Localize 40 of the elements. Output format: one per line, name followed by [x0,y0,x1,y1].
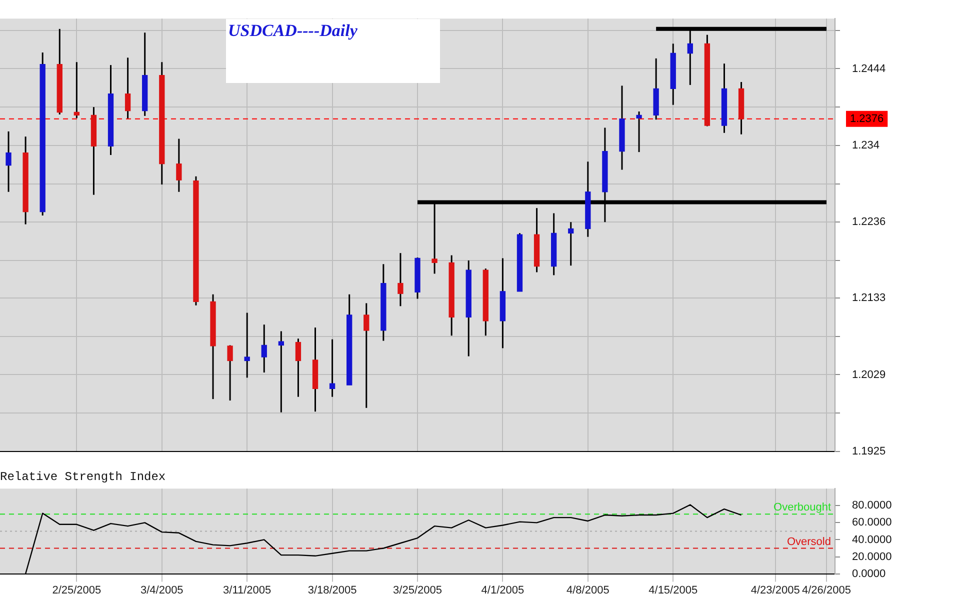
candlestick [364,302,370,409]
candlestick [398,252,404,307]
y-tick-label: 60.0000 [852,516,892,529]
x-tick-label: 3/11/2005 [223,584,272,596]
candlestick [244,312,250,378]
candlestick [124,56,131,120]
candlestick [295,338,302,398]
x-tick-label: 2/25/2005 [52,584,102,596]
candlestick [176,138,182,193]
y-tick-label: 1.2236 [852,216,886,228]
y-tick-label: 1.2444 [852,62,886,75]
y-tick-label: 80.0000 [852,500,892,512]
x-tick-label: 3/18/2005 [308,584,357,596]
x-tick-label: 4/26/2005 [802,584,851,596]
candlestick [74,61,80,119]
x-tick-label: 3/25/2005 [393,584,442,596]
y-tick-label: 1.1925 [852,445,886,458]
y-tick-label: 1.2029 [852,368,886,381]
ref-line-label: Overbought [774,502,831,514]
candlestick [568,221,574,266]
y-tick-label: 1.234 [852,139,880,152]
candlestick [329,338,336,398]
y-tick-label: 0.0000 [852,568,886,580]
ref-line-label: 1.2376 [850,112,884,125]
y-tick-label: 1.2133 [852,292,886,304]
candlestick [636,110,642,153]
candlestick [261,324,267,374]
ref-line-label: Oversold [786,536,831,548]
title-panel: USDCAD----Daily [226,19,440,83]
candlestick [227,344,233,402]
x-tick-label: 4/23/2005 [750,584,800,596]
y-tick-label: 40.0000 [852,534,892,546]
x-tick-label: 4/1/2005 [481,584,524,596]
x-tick-label: 4/15/2005 [648,584,698,596]
candlestick [6,130,12,193]
y-tick-label: 20.0000 [852,550,892,563]
x-tick-label: 3/4/2005 [140,584,184,596]
chart-title: Relative Strength Index [0,470,166,484]
candlestick [278,330,284,414]
x-tick-label: 4/8/2005 [566,584,610,596]
